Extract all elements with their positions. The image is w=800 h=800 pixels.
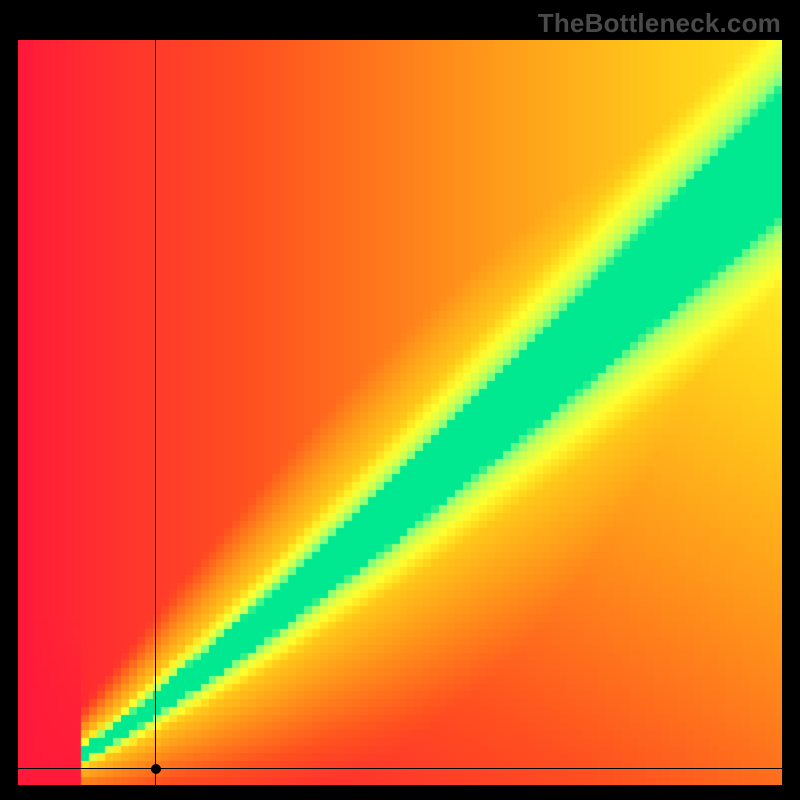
watermark-text: TheBottleneck.com (538, 8, 781, 39)
heatmap-plot (18, 40, 782, 785)
crosshair-vertical (155, 40, 156, 785)
crosshair-marker (151, 764, 161, 774)
heatmap-canvas (18, 40, 782, 785)
crosshair-horizontal (18, 768, 782, 769)
